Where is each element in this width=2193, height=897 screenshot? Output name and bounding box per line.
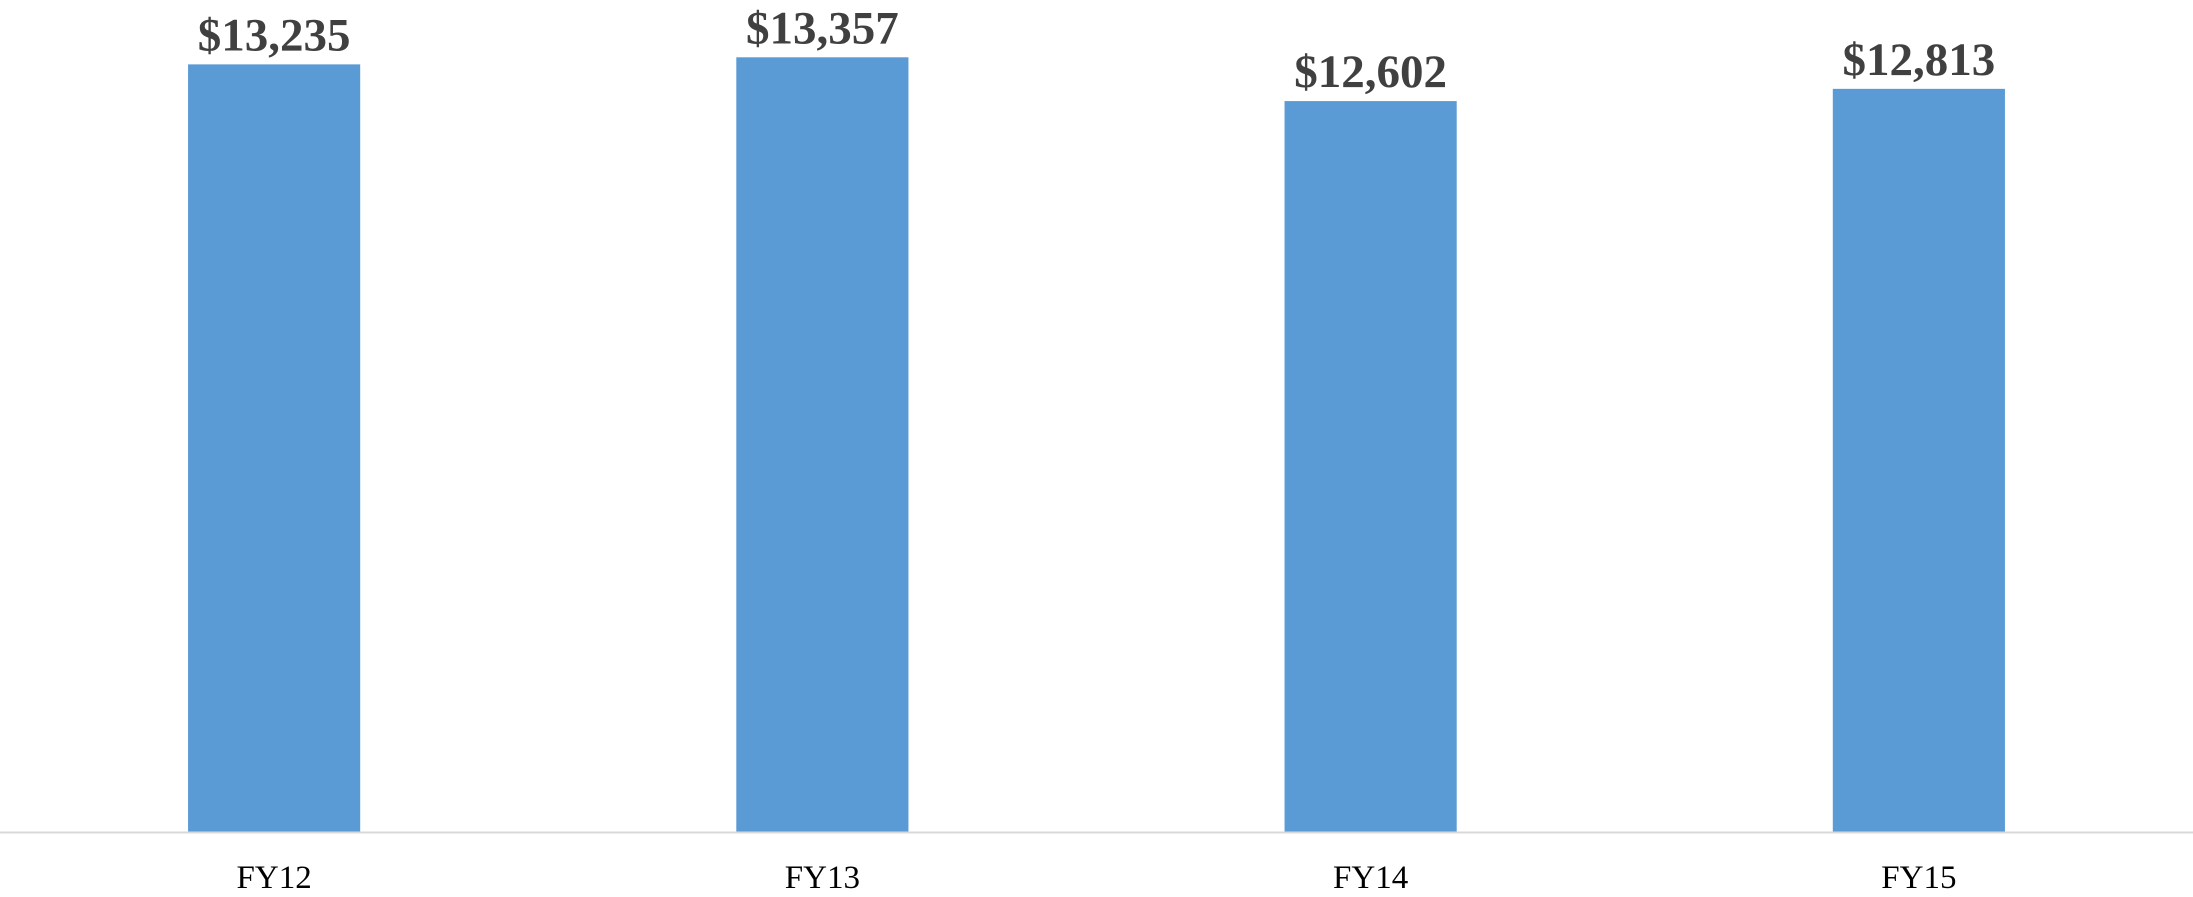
x-tick-label: FY12 xyxy=(237,860,312,896)
value-label: $13,235 xyxy=(198,9,351,61)
x-tick-label: FY14 xyxy=(1333,860,1408,896)
bar xyxy=(1284,101,1457,833)
bar xyxy=(736,57,909,832)
x-tick-label: FY15 xyxy=(1881,860,1956,896)
bar xyxy=(1832,88,2005,832)
value-label: $12,813 xyxy=(1843,34,1996,86)
x-tick-label: FY13 xyxy=(785,860,860,896)
bar xyxy=(188,64,361,833)
value-label: $12,602 xyxy=(1294,46,1447,98)
value-label: $13,357 xyxy=(746,2,899,54)
